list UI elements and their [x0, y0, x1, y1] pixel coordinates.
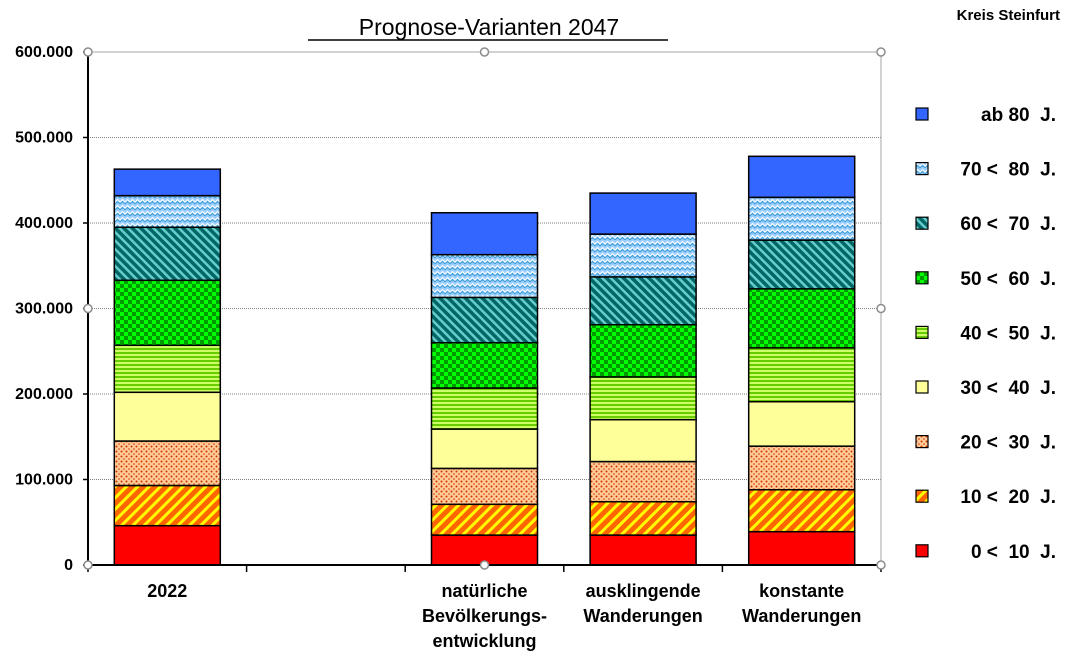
legend-label: 0 < 10 J.	[971, 542, 1056, 563]
legend-label: 30 < 40 J.	[960, 378, 1056, 399]
legend-label: 20 < 30 J.	[960, 433, 1056, 454]
legend-swatch	[915, 271, 929, 285]
y-tick-label: 400.000	[15, 215, 73, 232]
legend-label: 40 < 50 J.	[960, 323, 1056, 344]
bars	[113, 155, 856, 566]
bar-segment-3-8	[589, 192, 697, 235]
bar-segment-3-5	[589, 323, 697, 378]
category-label: 2022	[147, 581, 187, 601]
y-tick-label: 300.000	[15, 301, 73, 318]
legend-swatch	[915, 325, 929, 339]
y-tick-label: 500.000	[15, 130, 73, 147]
resize-handle[interactable]	[479, 47, 490, 57]
bar-segment-2-1	[430, 503, 539, 536]
resize-handle[interactable]	[83, 47, 93, 57]
category-label: Wanderungen	[742, 606, 861, 626]
legend-label: ab 80 J.	[981, 105, 1056, 126]
category-label: Wanderungen	[583, 606, 702, 626]
bar-segment-3-2	[589, 460, 697, 503]
bar-segment-4-5	[747, 288, 856, 349]
category-label: Bevölkerungs-	[422, 606, 547, 626]
resize-handle[interactable]	[83, 303, 93, 314]
bar-segment-4-3	[747, 400, 856, 447]
y-tick-label: 100.000	[15, 472, 73, 489]
legend-swatch	[915, 162, 929, 176]
bar-segment-4-1	[747, 489, 856, 533]
category-label: konstante	[759, 581, 844, 601]
y-tick-labels: 0 100.000 200.000 300.000 400.000 500.000 600.…	[15, 44, 73, 574]
bar-segment-0-5	[113, 279, 222, 347]
resize-handle[interactable]	[876, 303, 886, 314]
chart-title: Prognose-Varianten 2047	[359, 14, 619, 40]
category-label: ausklingende	[586, 581, 701, 601]
bar-segment-4-7	[747, 196, 856, 241]
resize-handle[interactable]	[876, 560, 886, 570]
bar-segment-4-4	[747, 347, 856, 403]
resize-handle[interactable]	[83, 560, 93, 570]
legend-label: 10 < 20 J.	[960, 487, 1056, 508]
bar-segment-4-8	[747, 155, 856, 199]
bar-segment-3-7	[589, 233, 697, 278]
bar-segment-3-1	[589, 500, 697, 536]
legend-label: 70 < 80 J.	[960, 160, 1056, 181]
bar-segment-3-6	[589, 276, 697, 326]
legend-label: 60 < 70 J.	[960, 214, 1056, 235]
legend-swatch	[915, 544, 929, 558]
bar-segment-0-0	[113, 524, 222, 566]
bar-segment-2-7	[430, 253, 539, 299]
bar-segment-3-4	[589, 376, 697, 421]
legend-swatch	[915, 107, 929, 121]
region-label: Kreis Steinfurt	[957, 7, 1060, 24]
legend-swatch	[915, 489, 929, 503]
legend-swatch	[915, 216, 929, 230]
legend-label: 50 < 60 J.	[960, 269, 1056, 290]
bar-segment-0-3	[113, 391, 222, 442]
bar-segment-4-2	[747, 445, 856, 491]
category-label: entwicklung	[432, 631, 536, 651]
bar-segment-0-2	[113, 440, 222, 487]
bar-segment-0-8	[113, 168, 222, 197]
legend-swatch	[915, 435, 929, 449]
y-tick-label: 200.000	[15, 386, 73, 403]
selection-handles[interactable]	[83, 47, 886, 570]
bar-segment-0-1	[113, 484, 222, 527]
bar-segment-0-7	[113, 194, 222, 229]
legend-swatch	[915, 380, 929, 394]
bar-segment-0-4	[113, 344, 222, 394]
bar-segment-3-0	[589, 534, 697, 566]
bar-segment-2-2	[430, 467, 539, 506]
legend: ab 80 J. 70 < 80 J. 60 < 70 J. 50 < 60 J. 40…	[915, 105, 1056, 563]
y-tick-label: 0	[64, 557, 73, 574]
bar-segment-2-3	[430, 428, 539, 470]
bar-segment-2-5	[430, 341, 539, 389]
bar-segment-3-3	[589, 418, 697, 463]
bar-segment-0-6	[113, 226, 222, 282]
resize-handle[interactable]	[479, 560, 490, 570]
bar-segment-2-6	[430, 296, 539, 344]
y-tick-label: 600.000	[15, 44, 73, 61]
bar-segment-4-6	[747, 239, 856, 290]
bar-segment-2-8	[430, 211, 539, 256]
resize-handle[interactable]	[876, 47, 886, 57]
category-labels: 2022 natürliche Bevölkerungs-entwicklung au…	[147, 581, 861, 651]
bar-segment-2-4	[430, 387, 539, 430]
category-label: natürliche	[441, 581, 527, 601]
bar-segment-4-0	[747, 530, 856, 566]
